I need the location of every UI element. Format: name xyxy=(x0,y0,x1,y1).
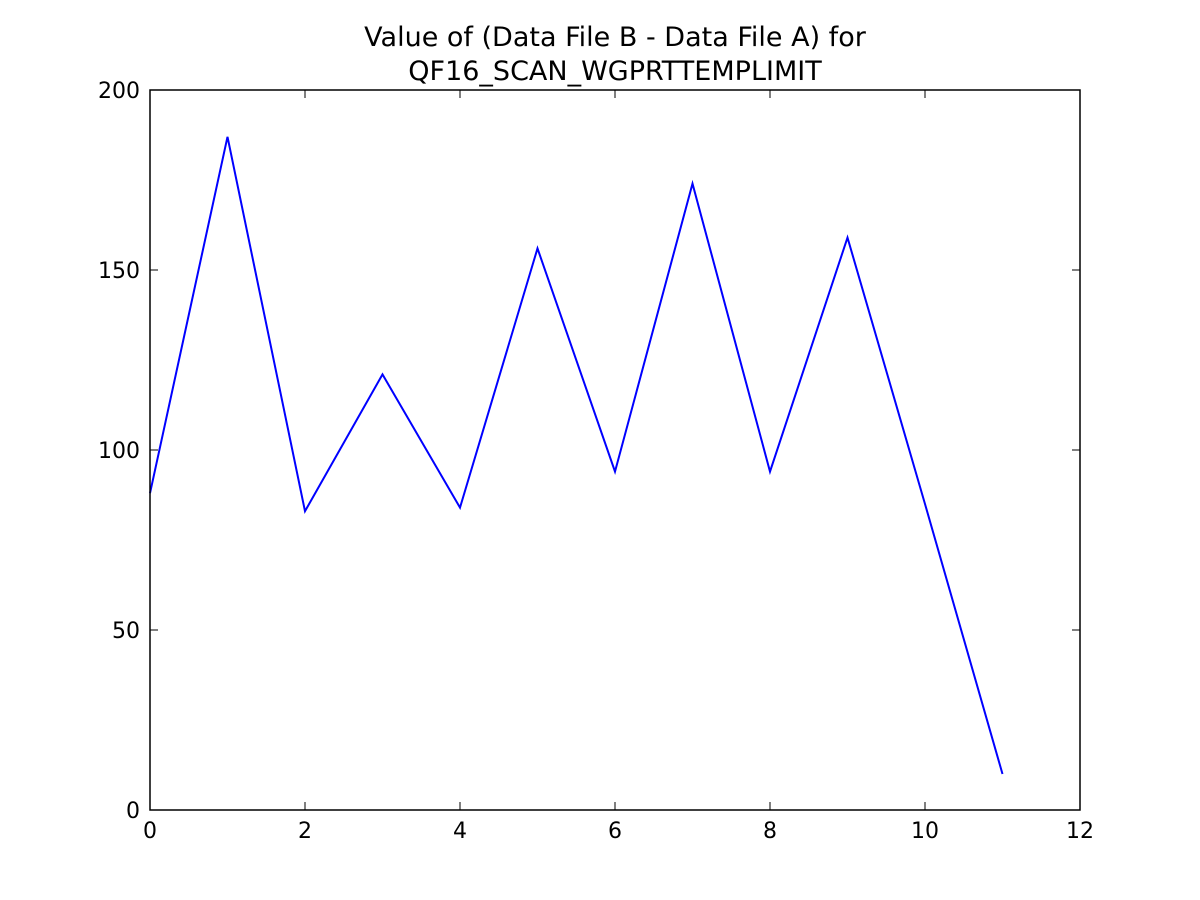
x-tick-label: 12 xyxy=(1066,819,1094,844)
y-tick-label: 50 xyxy=(112,619,140,644)
plot-frame xyxy=(149,89,1081,811)
x-tick-label: 6 xyxy=(608,819,622,844)
x-tick-label: 0 xyxy=(143,819,157,844)
chart-title: QF16_SCAN_WGPRTTEMPLIMIT xyxy=(408,56,822,87)
x-tick-label: 8 xyxy=(763,819,777,844)
x-tick-label: 2 xyxy=(298,819,312,844)
y-tick-label: 100 xyxy=(98,439,140,464)
x-tick-label: 10 xyxy=(911,819,939,844)
y-tick-label: 150 xyxy=(98,259,140,284)
x-tick-label: 4 xyxy=(453,819,467,844)
chart-title: Value of (Data File B - Data File A) for xyxy=(364,22,867,53)
y-tick-label: 200 xyxy=(98,79,140,104)
y-tick-label: 0 xyxy=(126,799,140,824)
line-series xyxy=(149,136,1004,775)
